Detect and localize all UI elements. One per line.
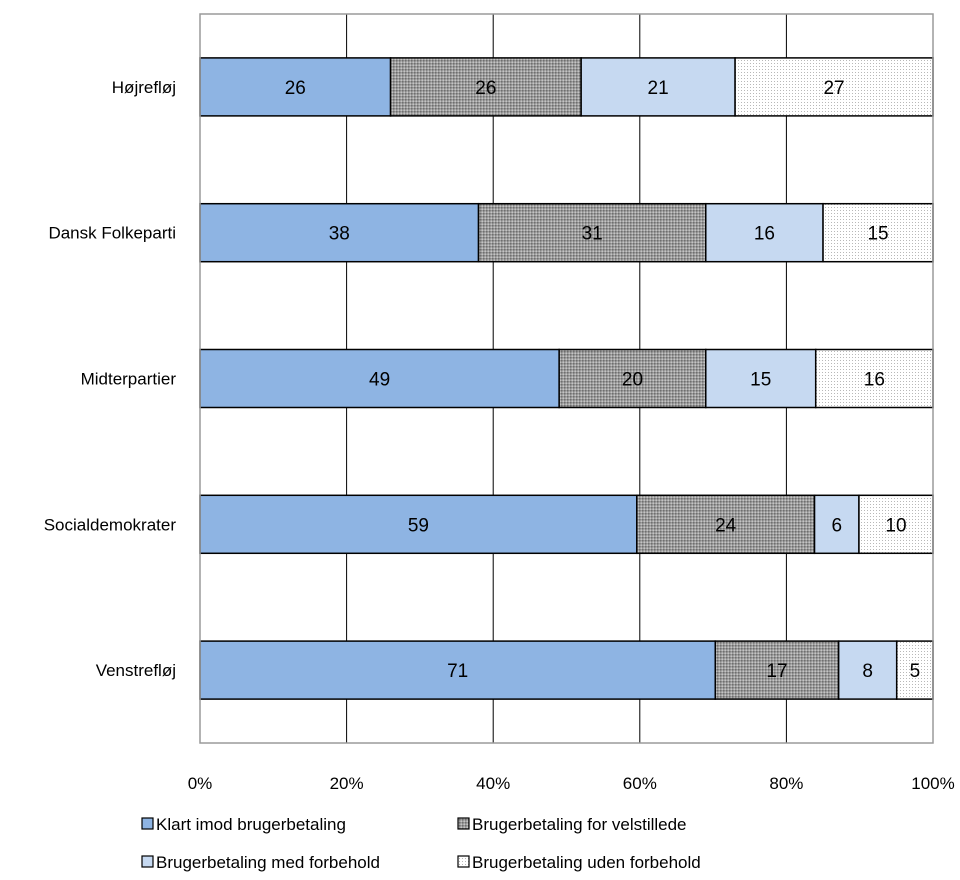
category-label: Højrefløj [112, 78, 176, 97]
category-label: Venstrefløj [96, 661, 176, 680]
data-label: 24 [715, 515, 737, 536]
x-tick-label: 20% [330, 774, 364, 793]
category-label: Socialdemokrater [44, 515, 177, 534]
bar-segment [636, 494, 816, 555]
data-label: 49 [369, 370, 390, 391]
legend-swatch [457, 855, 470, 868]
data-labels: 26 26 21 27 38 31 16 15 49 20 15 16 59 24 6 10 71 17 8 5 [285, 78, 920, 682]
bar-segment [199, 57, 392, 117]
bar-segment [389, 57, 582, 117]
x-tick-label: 80% [769, 774, 803, 793]
legend: Klart imod brugerbetaling Brugerbetaling … [141, 815, 701, 872]
bar-segment [558, 348, 707, 409]
data-label: 26 [285, 78, 306, 99]
bars [199, 57, 934, 700]
data-label: 16 [864, 370, 885, 391]
plot-area-border [199, 13, 934, 744]
data-label: 31 [582, 224, 603, 245]
category-label: Midterpartier [81, 370, 177, 389]
legend-swatch [457, 817, 470, 830]
bar-segment [199, 494, 638, 555]
x-tick-label: 100% [911, 774, 954, 793]
data-label: 16 [754, 224, 775, 245]
data-label: 21 [648, 78, 669, 99]
bar-segment [714, 640, 840, 700]
category-label: Dansk Folkeparti [48, 224, 176, 243]
data-label: 5 [910, 661, 921, 682]
data-label: 6 [831, 515, 842, 536]
data-label: 26 [475, 78, 496, 99]
data-label: 15 [867, 224, 888, 245]
data-label: 17 [766, 661, 787, 682]
legend-label: Brugerbetaling med forbehold [156, 853, 380, 872]
data-label: 8 [862, 661, 873, 682]
data-label: 59 [408, 515, 429, 536]
data-label: 20 [622, 370, 643, 391]
x-tick-label: 0% [188, 774, 213, 793]
data-label: 38 [329, 224, 350, 245]
legend-swatch [141, 855, 154, 868]
bar-segment [837, 640, 898, 700]
legend-label: Brugerbetaling for velstillede [472, 815, 687, 834]
x-tick-label: 40% [476, 774, 510, 793]
data-label: 27 [823, 78, 844, 99]
data-label: 10 [885, 515, 906, 536]
data-label: 15 [750, 370, 771, 391]
bar-segment [580, 57, 736, 117]
legend-swatch [141, 817, 154, 830]
legend-label: Brugerbetaling uden forbehold [472, 853, 701, 872]
bar-segment [734, 57, 934, 117]
bar-segment [814, 348, 934, 409]
bar-segment [477, 202, 707, 263]
axes: 0% 20% 40% 60% 80% 100% Højrefløj Dansk Folkepa… [44, 13, 955, 793]
x-tick-label: 60% [623, 774, 657, 793]
legend-label: Klart imod brugerbetaling [156, 815, 346, 834]
bar-segment [199, 348, 560, 409]
data-label: 71 [447, 661, 468, 682]
bar-segment [705, 348, 817, 409]
